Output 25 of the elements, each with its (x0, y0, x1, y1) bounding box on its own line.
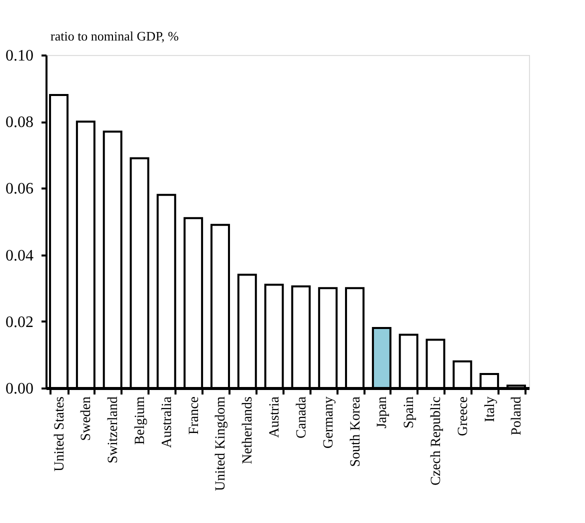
x-tick-label: South Korea (348, 396, 364, 467)
y-tick-label: 0.06 (6, 180, 34, 198)
y-axis-title: ratio to nominal GDP, % (50, 28, 179, 44)
y-tick-label: 0.08 (6, 114, 34, 132)
x-tick-label: Austria (268, 396, 283, 438)
x-tick-label: Germany (321, 396, 336, 449)
x-tick-label: United States (52, 396, 68, 472)
y-tick-label: 0.10 (6, 48, 34, 64)
x-tick-label: Belgium (133, 396, 148, 445)
x-tick-label: Poland (510, 396, 525, 436)
y-tick-label: 0.00 (6, 380, 34, 398)
x-tick-label: United Kingdom (214, 396, 229, 491)
x-tick-label: France (186, 396, 202, 435)
y-tick-label: 0.04 (6, 247, 34, 264)
x-tick-label: Italy (482, 396, 498, 422)
x-tick-label: Canada (294, 396, 310, 438)
x-tick-label: Greece (456, 396, 471, 436)
x-tick-label: Sweden (79, 396, 94, 441)
x-tick-label: Japan (375, 396, 390, 428)
x-tick-label: Australia (160, 396, 175, 448)
x-tick-label: Switzerland (106, 396, 122, 464)
x-tick-label: Czech Republic (428, 396, 444, 486)
y-tick-label: 0.02 (6, 314, 34, 331)
x-tick-label: Netherlands (240, 396, 256, 464)
x-tick-label: Spain (402, 396, 418, 428)
